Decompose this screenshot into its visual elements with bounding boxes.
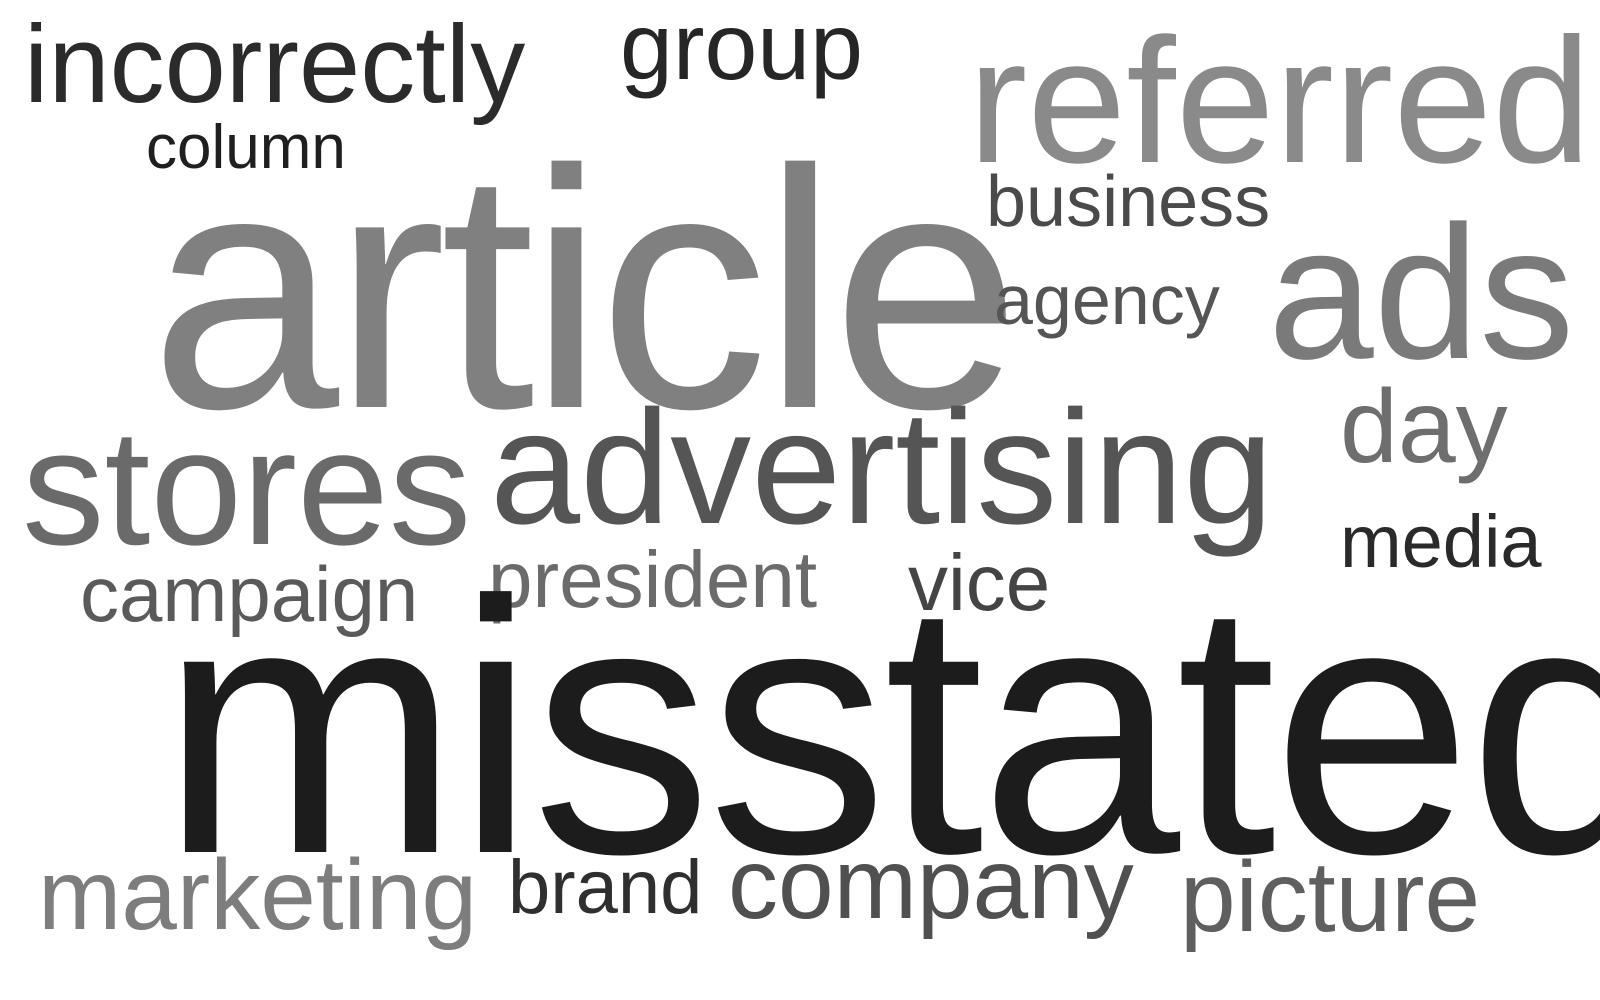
word-misstated: misstated: [160, 527, 1600, 929]
word-advertising: advertising: [490, 377, 1274, 558]
word-media: media: [1340, 500, 1542, 583]
word-vice: vice: [908, 538, 1051, 627]
word-column: column: [146, 113, 346, 182]
word-stores: stores: [22, 395, 472, 579]
word-referred: referred: [968, 1, 1592, 200]
word-picture: picture: [1180, 841, 1481, 953]
word-campaign: campaign: [80, 550, 419, 638]
word-agency: agency: [994, 261, 1220, 339]
word-marketing: marketing: [38, 839, 478, 951]
word-president: president: [488, 535, 818, 624]
word-company: company: [728, 828, 1134, 940]
word-brand: brand: [508, 845, 703, 930]
word-incorrectly: incorrectly: [24, 3, 526, 126]
word-day: day: [1340, 369, 1508, 485]
word-ads: ads: [1268, 187, 1575, 399]
word-business: business: [986, 162, 1271, 242]
word-group: group: [620, 0, 863, 100]
word-article: article: [150, 100, 1021, 480]
